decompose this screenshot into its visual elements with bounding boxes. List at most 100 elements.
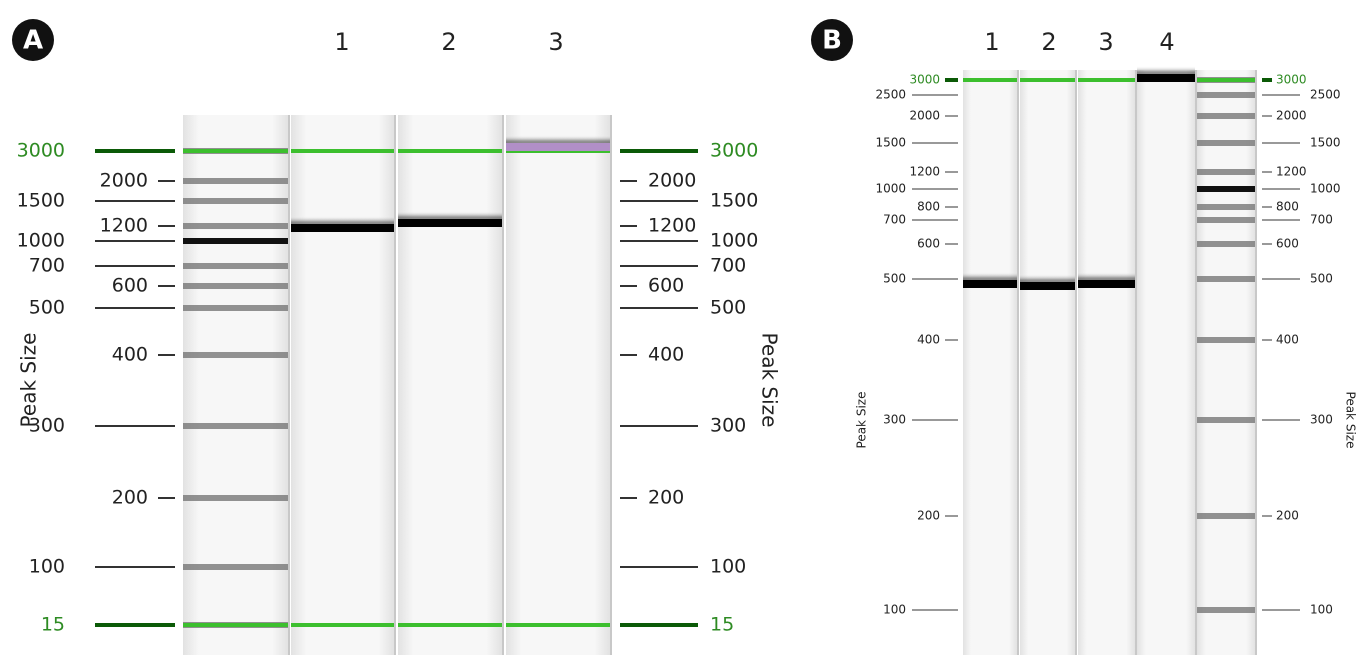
gel-lane — [398, 115, 502, 655]
gel-lane — [1078, 70, 1135, 655]
axis-label: 300 — [710, 415, 746, 437]
axis-label: 1200 — [1276, 165, 1307, 179]
lane-number: 1 — [984, 28, 999, 56]
panel-label: B — [822, 26, 842, 56]
axis-label: 2500 — [875, 88, 906, 102]
marker-line — [291, 623, 394, 627]
gel-lane — [1020, 70, 1075, 655]
axis-label: 1000 — [1310, 182, 1341, 196]
axis-label: 700 — [883, 213, 906, 227]
axis-label: 100 — [29, 556, 65, 578]
ladder-band — [1197, 186, 1255, 192]
axis-label: 3000 — [1276, 73, 1307, 87]
lane-number: 1 — [334, 28, 349, 56]
gel-lane — [506, 115, 610, 655]
ladder-band — [183, 238, 288, 244]
marker-line — [183, 623, 288, 627]
ladder-band — [183, 283, 288, 289]
marker-line — [1078, 78, 1135, 82]
axis-label: 1000 — [875, 182, 906, 196]
axis-label: 400 — [917, 333, 940, 347]
axis-title: Peak Size — [758, 333, 782, 428]
axis-label: 400 — [112, 344, 148, 366]
marker-line — [963, 78, 1017, 82]
lane-number: 4 — [1159, 28, 1174, 56]
axis-label: 200 — [917, 509, 940, 523]
sample-band — [398, 219, 502, 227]
ladder-band — [183, 198, 288, 204]
axis-label: 3000 — [17, 140, 65, 162]
axis-label: 1500 — [1310, 136, 1341, 150]
ladder-band — [1197, 417, 1255, 423]
sample-band — [291, 224, 394, 232]
axis-label: 400 — [1276, 333, 1299, 347]
axis-label: 2000 — [1276, 109, 1307, 123]
gel-lane — [183, 115, 288, 655]
ladder-band — [183, 352, 288, 358]
ladder-band — [183, 178, 288, 184]
axis-title: Peak Size — [855, 392, 869, 449]
axis-label: 3000 — [909, 73, 940, 87]
axis-label: 1000 — [710, 230, 758, 252]
gel-lane — [1197, 70, 1255, 655]
ladder-band — [1197, 217, 1255, 223]
axis-label: 200 — [648, 487, 684, 509]
axis-label: 100 — [710, 556, 746, 578]
marker-line — [506, 623, 610, 627]
axis-label: 1500 — [875, 136, 906, 150]
ladder-band — [1197, 337, 1255, 343]
sample-band — [1137, 74, 1195, 82]
marker-line — [291, 149, 394, 153]
gel-lane — [1137, 70, 1195, 655]
marker-line — [1020, 78, 1075, 82]
lane-number: 3 — [548, 28, 563, 56]
axis-label: 500 — [1310, 272, 1333, 286]
axis-label: 100 — [1310, 603, 1333, 617]
axis-label: 700 — [710, 255, 746, 277]
axis-label: 700 — [1310, 213, 1333, 227]
axis-title: Peak Size — [17, 333, 41, 428]
lane-number: 2 — [1041, 28, 1056, 56]
ladder-band — [183, 423, 288, 429]
sample-band — [963, 280, 1017, 288]
axis-label: 500 — [883, 272, 906, 286]
axis-label: 15 — [710, 614, 734, 636]
axis-label: 300 — [883, 413, 906, 427]
axis-label: 100 — [883, 603, 906, 617]
axis-label: 200 — [112, 487, 148, 509]
axis-label: 200 — [1276, 509, 1299, 523]
ladder-band — [1197, 92, 1255, 98]
sample-band — [506, 143, 610, 151]
axis-label: 300 — [1310, 413, 1333, 427]
lane-number: 2 — [441, 28, 456, 56]
axis-label: 500 — [710, 297, 746, 319]
ladder-band — [1197, 513, 1255, 519]
axis-label: 600 — [648, 275, 684, 297]
axis-label: 400 — [648, 344, 684, 366]
axis-label: 1200 — [648, 215, 696, 237]
axis-label: 2000 — [909, 109, 940, 123]
figure: A123300020001500120010007006005004003002… — [0, 0, 1362, 657]
ladder-band — [1197, 113, 1255, 119]
ladder-band — [183, 263, 288, 269]
axis-label: 600 — [917, 237, 940, 251]
axis-label: 1200 — [909, 165, 940, 179]
axis-label: 1200 — [100, 215, 148, 237]
sample-band — [1078, 280, 1135, 288]
ladder-band — [1197, 140, 1255, 146]
axis-label: 1500 — [710, 190, 758, 212]
ladder-band — [1197, 169, 1255, 175]
ladder-band — [1197, 204, 1255, 210]
ladder-band — [1197, 276, 1255, 282]
axis-label: 600 — [1276, 237, 1299, 251]
axis-label: 2000 — [648, 170, 696, 192]
axis-label: 15 — [41, 614, 65, 636]
marker-line — [183, 149, 288, 153]
ladder-band — [183, 305, 288, 311]
marker-line — [398, 149, 502, 153]
ladder-band — [183, 223, 288, 229]
lane-number: 3 — [1098, 28, 1113, 56]
axis-label: 1500 — [17, 190, 65, 212]
marker-line — [1197, 78, 1255, 82]
axis-label: 600 — [112, 275, 148, 297]
